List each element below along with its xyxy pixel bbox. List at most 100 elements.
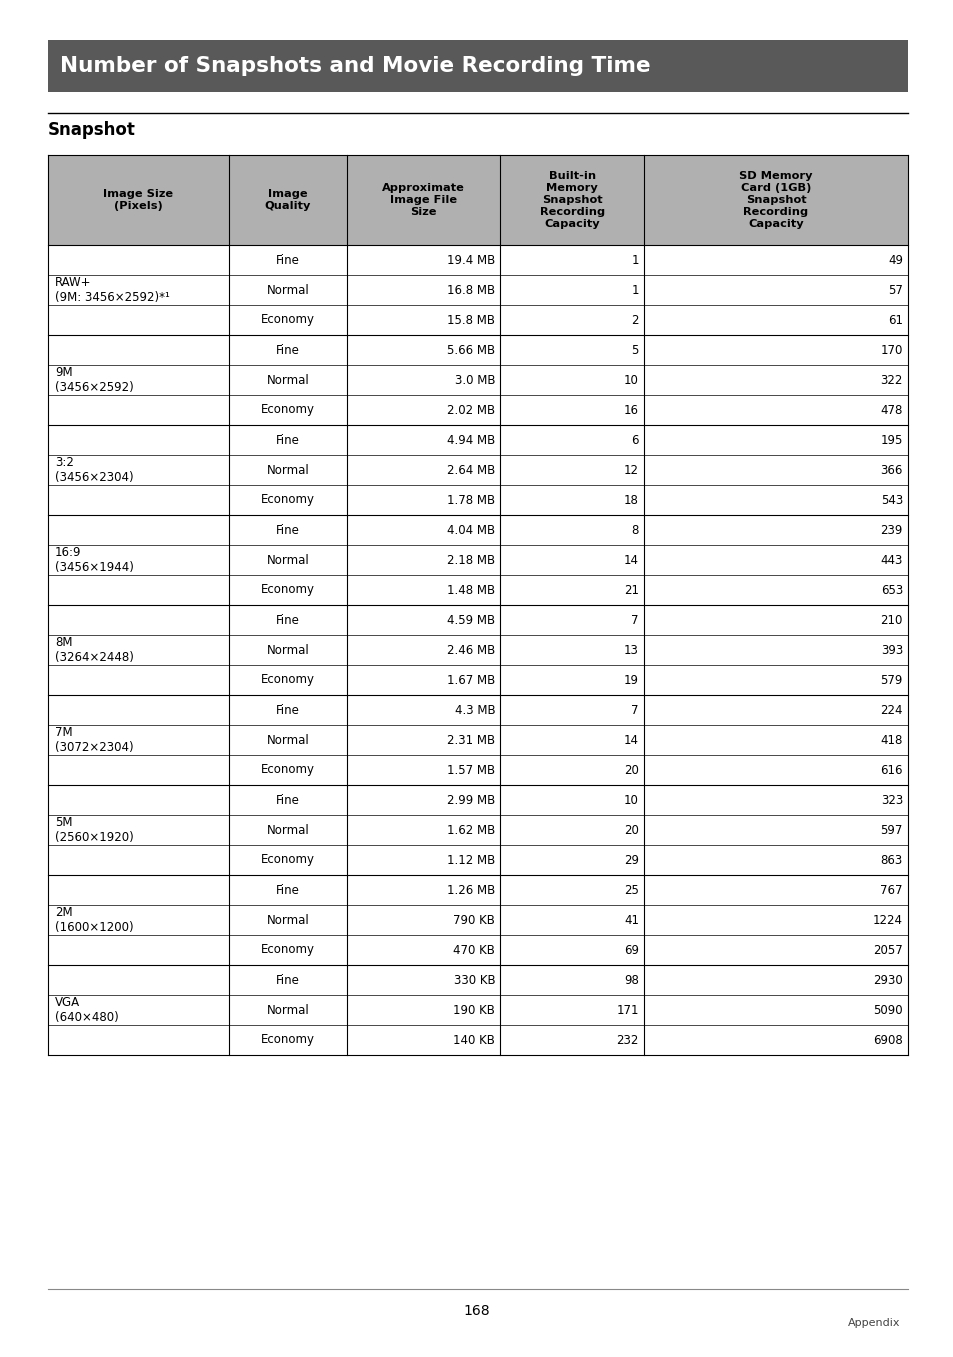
Text: Fine: Fine [275,973,299,987]
Text: Normal: Normal [266,554,309,566]
Text: 2.99 MB: 2.99 MB [447,794,495,806]
Text: 1: 1 [631,284,639,296]
Text: 49: 49 [887,254,902,266]
Text: 1.57 MB: 1.57 MB [447,764,495,776]
Text: 170: 170 [880,343,902,357]
Text: Economy: Economy [261,403,314,417]
Text: 2.31 MB: 2.31 MB [447,734,495,746]
Text: 8M
(3264×2448): 8M (3264×2448) [55,635,133,665]
Text: Normal: Normal [266,464,309,476]
Text: 767: 767 [880,883,902,897]
Text: 4.94 MB: 4.94 MB [447,433,495,446]
Text: 1.26 MB: 1.26 MB [447,883,495,897]
Text: 19: 19 [623,673,639,687]
Text: 20: 20 [623,764,639,776]
Text: Normal: Normal [266,913,309,927]
Text: Fine: Fine [275,883,299,897]
Text: 4.59 MB: 4.59 MB [447,613,495,627]
Text: Normal: Normal [266,373,309,387]
Text: 2.02 MB: 2.02 MB [447,403,495,417]
Text: 16.8 MB: 16.8 MB [447,284,495,296]
Text: 478: 478 [880,403,902,417]
Text: VGA
(640×480): VGA (640×480) [55,996,118,1025]
Text: Fine: Fine [275,703,299,716]
Text: 1.67 MB: 1.67 MB [447,673,495,687]
Text: 171: 171 [616,1003,639,1016]
Text: Economy: Economy [261,764,314,776]
Text: 653: 653 [880,584,902,597]
Text: Economy: Economy [261,854,314,867]
Text: 16: 16 [623,403,639,417]
Text: Snapshot: Snapshot [48,121,135,138]
Text: 9M
(3456×2592): 9M (3456×2592) [55,365,133,395]
Text: 6: 6 [631,433,639,446]
Text: Fine: Fine [275,524,299,536]
Text: 3:2
(3456×2304): 3:2 (3456×2304) [55,456,133,484]
Text: RAW+
(9M: 3456×2592)*¹: RAW+ (9M: 3456×2592)*¹ [55,275,170,304]
Text: Built-in
Memory
Snapshot
Recording
Capacity: Built-in Memory Snapshot Recording Capac… [539,171,604,229]
Text: 579: 579 [880,673,902,687]
Text: 19.4 MB: 19.4 MB [447,254,495,266]
Text: 16:9
(3456×1944): 16:9 (3456×1944) [55,546,133,574]
Bar [48,155,907,246]
Text: Fine: Fine [275,254,299,266]
Text: 6908: 6908 [872,1034,902,1046]
Text: Appendix: Appendix [846,1318,899,1329]
Text: 1.78 MB: 1.78 MB [447,494,495,506]
Text: Normal: Normal [266,734,309,746]
Text: 98: 98 [623,973,639,987]
Text: Economy: Economy [261,673,314,687]
Text: 5: 5 [631,343,639,357]
Text: 10: 10 [623,794,639,806]
Text: 330 KB: 330 KB [454,973,495,987]
Text: 322: 322 [880,373,902,387]
Text: 616: 616 [880,764,902,776]
Text: 790 KB: 790 KB [453,913,495,927]
Text: 543: 543 [880,494,902,506]
Text: 1.48 MB: 1.48 MB [447,584,495,597]
Text: Approximate
Image File
Size: Approximate Image File Size [382,183,465,217]
Text: 7M
(3072×2304): 7M (3072×2304) [55,726,133,754]
Text: 10: 10 [623,373,639,387]
Text: Economy: Economy [261,494,314,506]
Text: 25: 25 [623,883,639,897]
Text: 5M
(2560×1920): 5M (2560×1920) [55,816,133,844]
Text: Normal: Normal [266,284,309,296]
Text: 2930: 2930 [872,973,902,987]
Text: 1: 1 [631,254,639,266]
Text: 61: 61 [887,313,902,327]
Text: 2: 2 [631,313,639,327]
Text: Fine: Fine [275,613,299,627]
Bar [48,39,907,92]
Text: 863: 863 [880,854,902,867]
Text: 232: 232 [616,1034,639,1046]
Text: 20: 20 [623,824,639,836]
Text: 5.66 MB: 5.66 MB [447,343,495,357]
Text: 2M
(1600×1200): 2M (1600×1200) [55,905,133,935]
Text: Economy: Economy [261,584,314,597]
Text: Economy: Economy [261,1034,314,1046]
Text: 1.12 MB: 1.12 MB [447,854,495,867]
Text: 21: 21 [623,584,639,597]
Text: 2057: 2057 [872,943,902,957]
Text: 2.64 MB: 2.64 MB [447,464,495,476]
Text: 323: 323 [880,794,902,806]
Text: Fine: Fine [275,794,299,806]
Text: 12: 12 [623,464,639,476]
Text: Image
Quality: Image Quality [265,189,311,210]
Text: 41: 41 [623,913,639,927]
Text: Number of Snapshots and Movie Recording Time: Number of Snapshots and Movie Recording … [60,56,650,76]
Text: 1.62 MB: 1.62 MB [447,824,495,836]
Text: Economy: Economy [261,943,314,957]
Text: 239: 239 [880,524,902,536]
Bar [48,246,907,1054]
Text: 18: 18 [623,494,639,506]
Text: 366: 366 [880,464,902,476]
Text: 29: 29 [623,854,639,867]
Text: Normal: Normal [266,1003,309,1016]
Text: 443: 443 [880,554,902,566]
Text: 210: 210 [880,613,902,627]
Text: 5090: 5090 [872,1003,902,1016]
Text: Fine: Fine [275,433,299,446]
Text: 7: 7 [631,613,639,627]
